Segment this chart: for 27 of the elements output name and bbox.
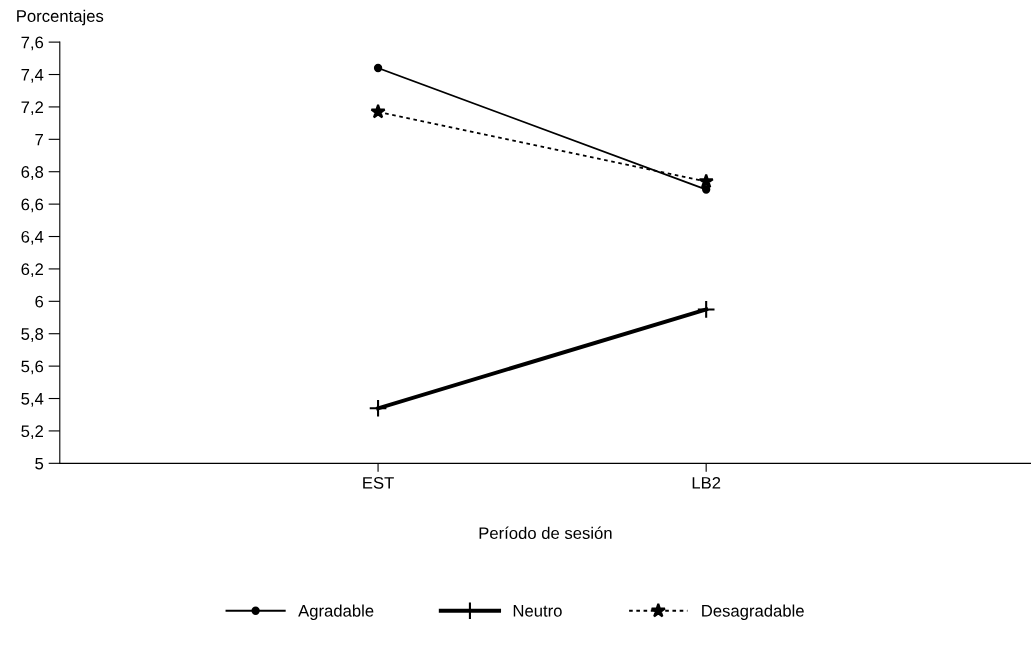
point	[368, 398, 388, 418]
point	[370, 103, 386, 119]
legend-label: Desagradable	[702, 604, 804, 621]
y-tick-label: 5,2	[21, 425, 43, 440]
y-tick-label: 7,2	[21, 101, 43, 116]
y-tick-label: 6,4	[21, 230, 44, 245]
y-axis-title: Porcentajes	[17, 9, 104, 26]
point	[702, 185, 711, 194]
legend-label: Neutro	[513, 605, 562, 617]
y-tick-label: 5,8	[21, 328, 44, 342]
y-tick-label: 7	[35, 133, 43, 146]
y-tick-label: 6,6	[21, 198, 44, 213]
y-tick-label: 7,6	[21, 36, 44, 51]
legend-label: Agradable	[298, 604, 374, 621]
y-tick-label: 6,8	[21, 166, 44, 180]
y-tick-label: 5	[35, 457, 44, 470]
y-tick-label: 6	[35, 295, 44, 308]
y-tick-label: 6,2	[21, 263, 43, 278]
point	[373, 63, 383, 73]
x-tick-label: EST	[363, 476, 394, 489]
x-tick-label: LB2	[692, 476, 721, 489]
y-tick-label: 7,4	[21, 69, 44, 83]
point	[698, 173, 714, 189]
y-tick-label: 5,6	[21, 360, 44, 375]
point	[696, 300, 716, 319]
y-tick-label: 5,4	[21, 393, 44, 407]
x-axis-title: Período de sesión	[479, 526, 612, 540]
